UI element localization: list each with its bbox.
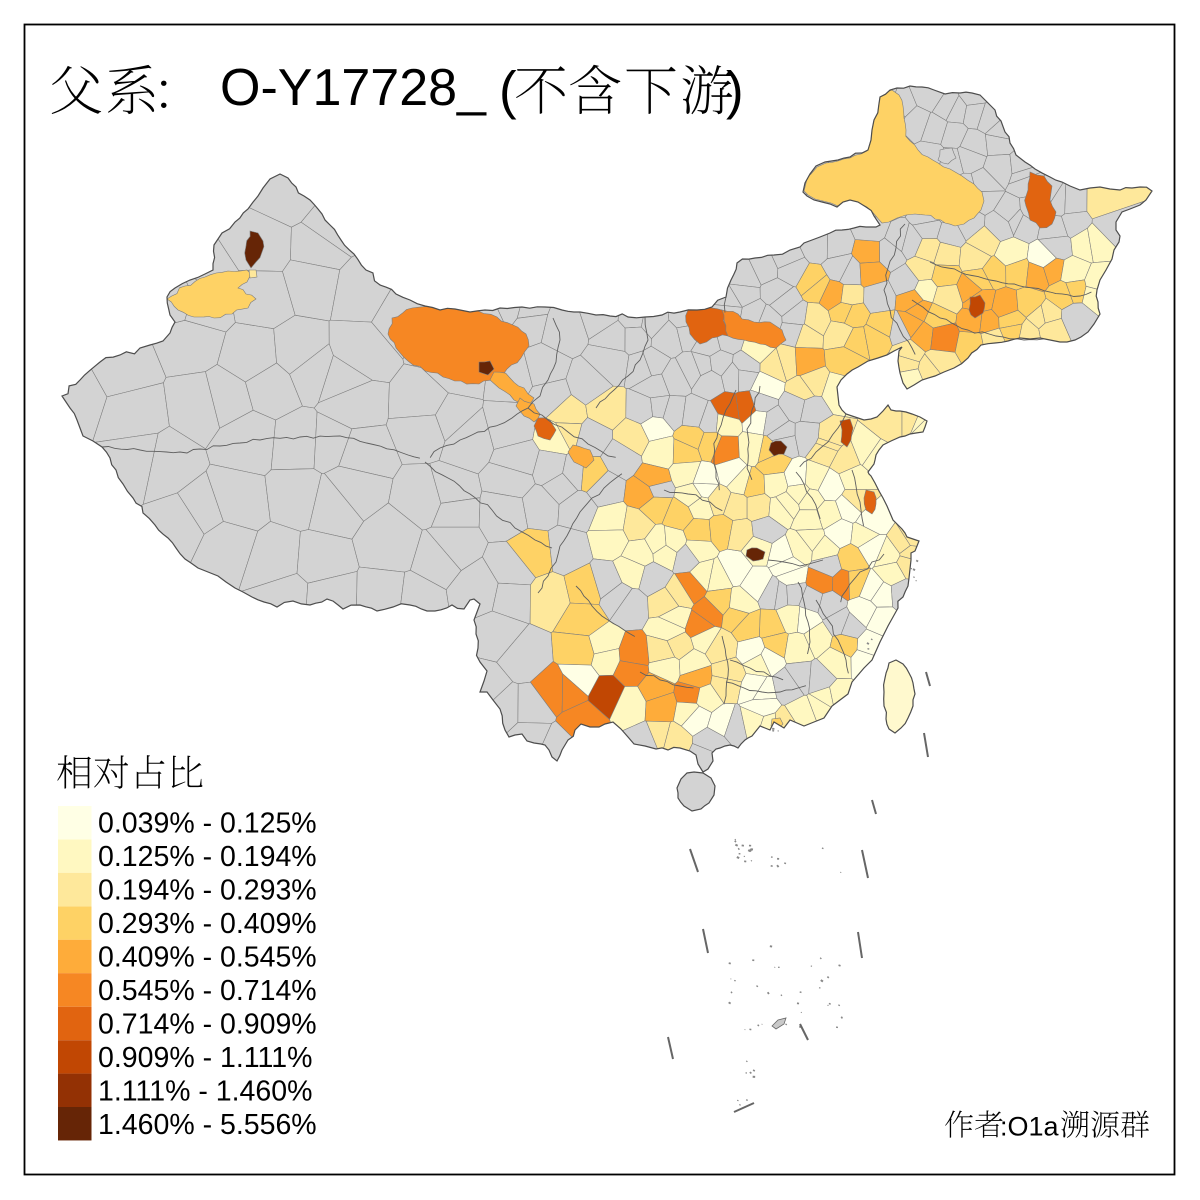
svg-text:0.293% - 0.409%: 0.293% - 0.409%	[98, 908, 317, 940]
svg-text:0.545% - 0.714%: 0.545% - 0.714%	[98, 975, 317, 1007]
svg-text:(: (	[499, 62, 517, 121]
svg-text:0.409% - 0.545%: 0.409% - 0.545%	[98, 942, 317, 974]
svg-text:1.111% - 1.460%: 1.111% - 1.460%	[98, 1075, 312, 1107]
svg-text:0.909% - 1.111%: 0.909% - 1.111%	[98, 1042, 312, 1074]
svg-text::O1a: :O1a	[1000, 1112, 1060, 1142]
svg-text:O-Y17728_: O-Y17728_	[220, 59, 487, 117]
svg-text:0.125% - 0.194%: 0.125% - 0.194%	[98, 841, 317, 873]
svg-text:0.039% - 0.125%: 0.039% - 0.125%	[98, 808, 317, 840]
svg-text:0.714% - 0.909%: 0.714% - 0.909%	[98, 1008, 317, 1040]
svg-text:1.460% - 5.556%: 1.460% - 5.556%	[98, 1109, 317, 1141]
svg-text:0.194% - 0.293%: 0.194% - 0.293%	[98, 875, 317, 907]
svg-text:): )	[726, 62, 744, 121]
